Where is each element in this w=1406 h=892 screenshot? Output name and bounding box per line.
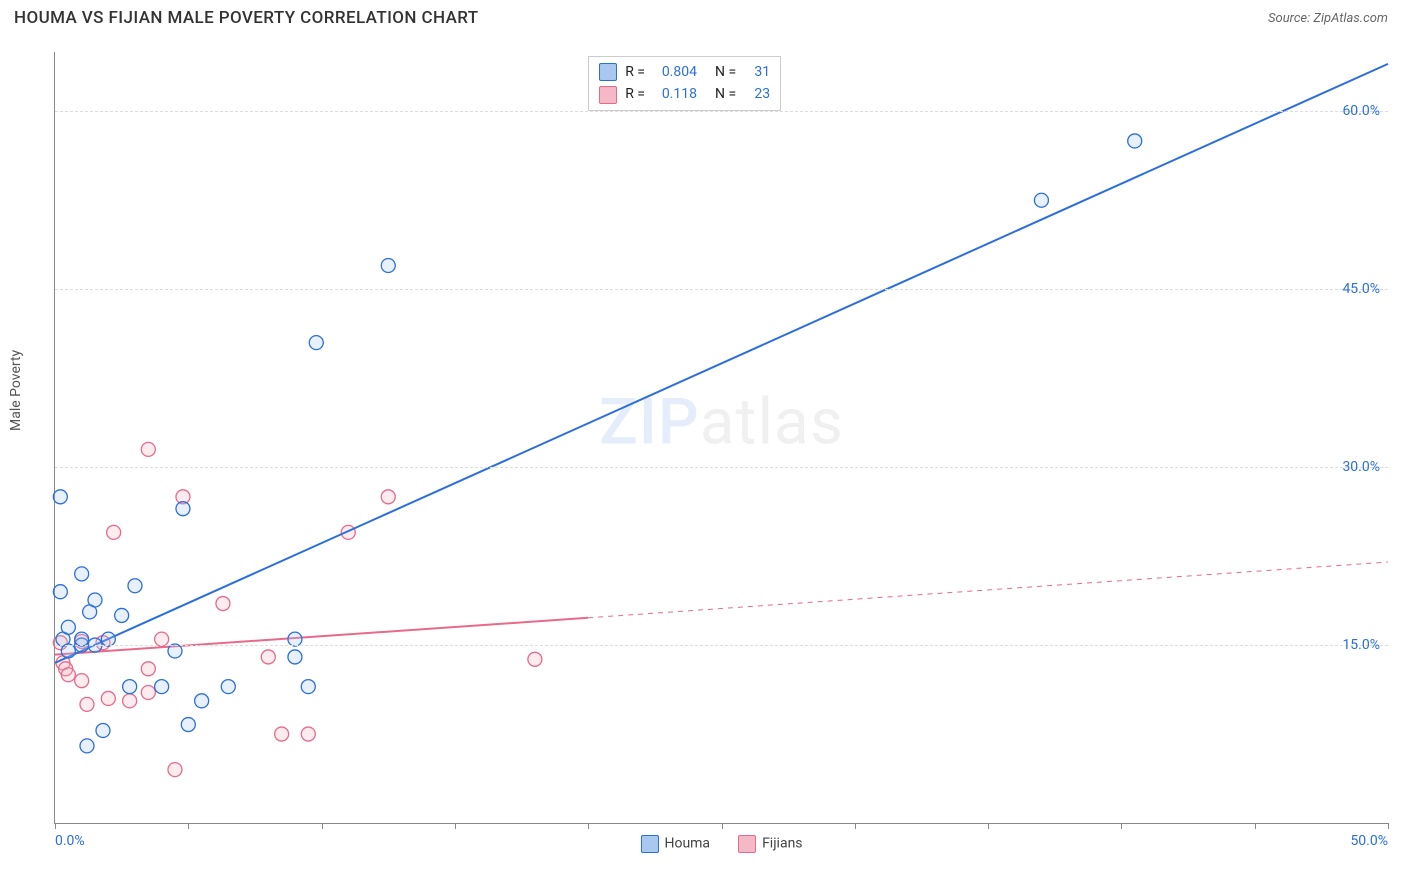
y-tick-label: 30.0% <box>1342 459 1380 475</box>
y-tick-label: 45.0% <box>1342 281 1380 297</box>
fijians-swatch-icon <box>738 835 756 853</box>
fijians-label: Fijians <box>762 836 802 852</box>
stats-legend: R = 0.804 N = 31 R = 0.118 N = 23 <box>588 56 781 111</box>
chart-svg <box>55 52 1388 823</box>
chart-container: Male Poverty ZIPatlas R = 0.804 N = 31 R… <box>14 44 1392 878</box>
stats-row-houma: R = 0.804 N = 31 <box>599 61 770 83</box>
y-tick-label: 60.0% <box>1342 103 1380 119</box>
houma-n-value: 31 <box>744 61 770 83</box>
legend-item-fijians: Fijians <box>738 835 802 853</box>
chart-title: HOUMA VS FIJIAN MALE POVERTY CORRELATION… <box>14 8 479 28</box>
legend-item-houma: Houma <box>640 835 710 853</box>
plot-area: ZIPatlas R = 0.804 N = 31 R = 0.118 N = … <box>54 52 1388 824</box>
series-legend: Houma Fijians <box>640 835 802 853</box>
y-axis-label: Male Poverty <box>8 350 24 431</box>
x-tick-label: 50.0% <box>1350 833 1388 849</box>
y-tick-label: 15.0% <box>1342 637 1380 653</box>
houma-label: Houma <box>664 836 710 852</box>
fijians-swatch <box>599 86 617 104</box>
n-label: N = <box>715 83 736 105</box>
stats-row-fijians: R = 0.118 N = 23 <box>599 83 770 105</box>
r-label: R = <box>625 83 645 105</box>
source-label: Source: ZipAtlas.com <box>1268 11 1388 26</box>
r-label: R = <box>625 61 645 83</box>
x-tick-label: 0.0% <box>55 833 85 849</box>
n-label: N = <box>715 61 736 83</box>
houma-swatch <box>599 63 617 81</box>
houma-r-value: 0.804 <box>653 61 697 83</box>
houma-swatch-icon <box>640 835 658 853</box>
fijians-n-value: 23 <box>744 83 770 105</box>
fijians-r-value: 0.118 <box>653 83 697 105</box>
